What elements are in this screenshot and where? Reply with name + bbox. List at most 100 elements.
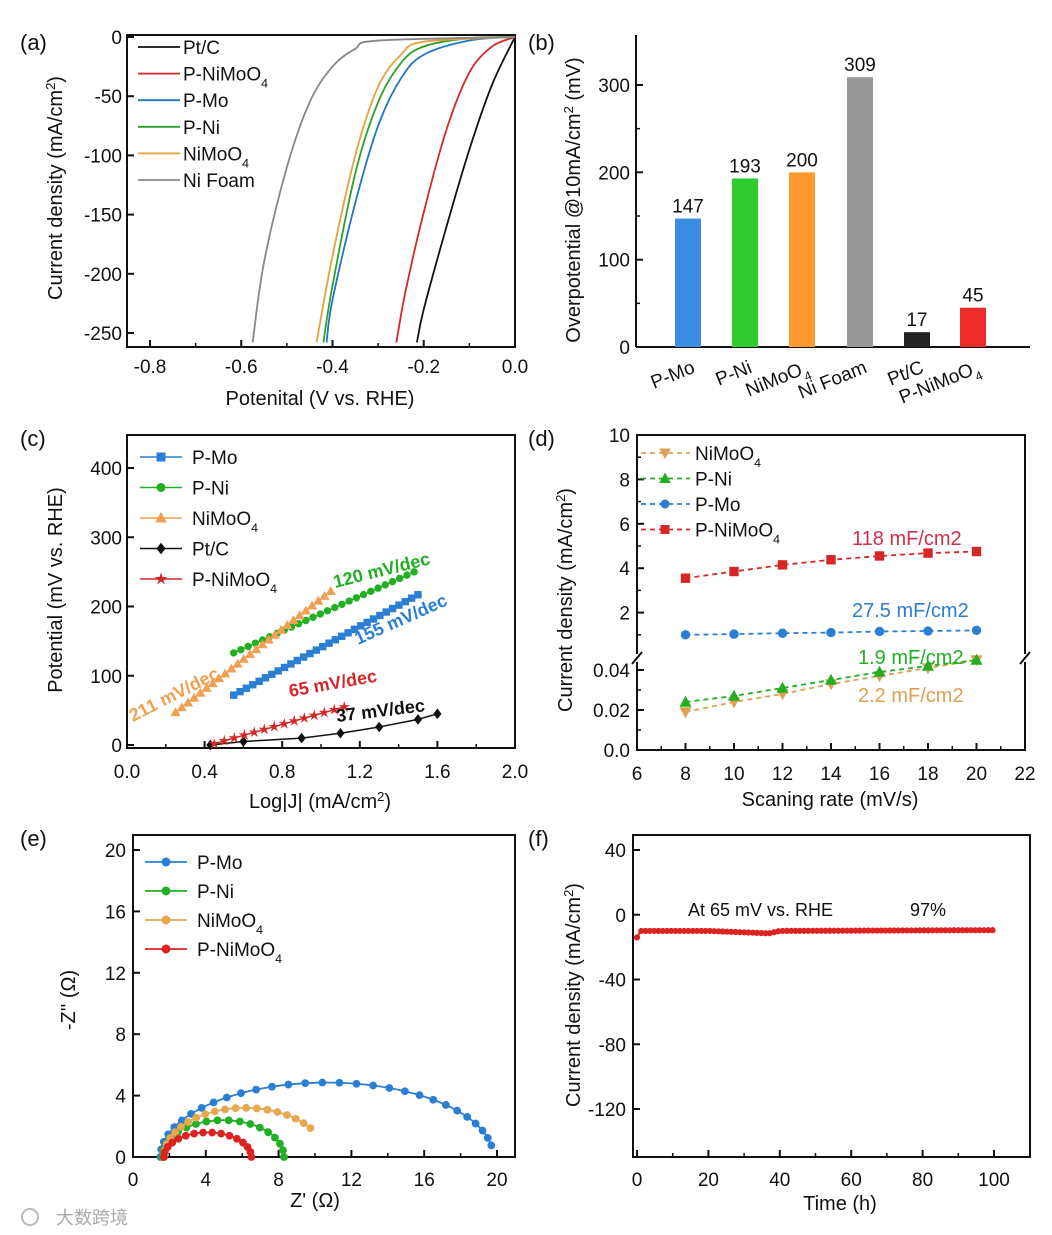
series-line-p-mo — [325, 36, 516, 343]
x-tick-label: -0.4 — [316, 357, 349, 378]
data-point-p-ni — [230, 649, 238, 657]
data-point-p-mo — [487, 1141, 496, 1150]
data-point-p-ni — [237, 645, 245, 654]
data-point-p-nimoo4 — [163, 1143, 172, 1151]
data-point-pt-c — [413, 714, 423, 725]
data-point-p-ni — [873, 665, 886, 677]
data-point-p-mo — [344, 629, 352, 637]
x-tick-label: -0.8 — [134, 357, 167, 378]
data-point-p-mo — [874, 626, 885, 637]
bar-ni-foam — [847, 77, 873, 347]
data-point-nimoo4 — [226, 663, 237, 673]
legend-marker — [660, 499, 670, 509]
data-point-p-mo — [318, 1078, 327, 1087]
data-point-p-mo — [261, 674, 270, 682]
data-point-p-mo — [352, 1079, 361, 1088]
data-point-p-ni — [381, 581, 389, 589]
data-point-p-nimoo4 — [232, 1134, 241, 1143]
data-point-p-ni — [309, 613, 317, 621]
x-tick-label: 20 — [486, 1170, 507, 1191]
data-point-p-ni — [202, 1117, 211, 1126]
capacitance-annotation: 27.5 mF/cm2 — [852, 600, 969, 622]
data-point-nimoo4 — [231, 1104, 240, 1113]
data-point-p-mo — [268, 1082, 276, 1091]
panel-a-frame — [126, 34, 516, 348]
data-point-p-ni — [403, 571, 411, 579]
data-point-p-nimoo4 — [168, 1138, 177, 1147]
bar-value-label: 147 — [672, 197, 704, 218]
data-point-p-ni — [388, 577, 397, 586]
data-point-p-mo — [306, 649, 314, 658]
data-point-p-nimoo4 — [238, 729, 251, 740]
data-point-nimoo4 — [189, 692, 200, 702]
data-point-p-mo — [414, 591, 422, 599]
data-point-nimoo4 — [306, 1124, 315, 1133]
y-axis-label: Current density (mA/cm2) — [43, 76, 68, 300]
x-tick-label: 60 — [841, 1170, 862, 1191]
y-tick-label: 8 — [619, 470, 630, 491]
y-tick-label: -80 — [599, 1035, 626, 1056]
data-point-nimoo4 — [244, 649, 256, 658]
bar-pt-c — [904, 332, 930, 347]
data-point-p-ni — [224, 1116, 233, 1125]
data-point-p-mo — [177, 1116, 186, 1125]
y-tick-label: 8 — [115, 1025, 126, 1046]
data-point-p-nimoo4 — [278, 717, 291, 729]
x-tick-label: 0 — [128, 1170, 139, 1191]
data-point-nimoo4 — [263, 634, 274, 644]
nyquist-line-p-mo — [159, 1081, 493, 1158]
data-point-p-nimoo4 — [729, 566, 739, 577]
data-point-nimoo4 — [207, 678, 218, 688]
data-point-stability — [989, 927, 996, 934]
legend-label: P-Mo — [695, 495, 740, 516]
watermark: 大数跨境 — [56, 1208, 128, 1228]
data-point-p-mo — [222, 1093, 231, 1102]
data-point-nimoo4 — [221, 1105, 229, 1114]
y-tick-label: -250 — [84, 324, 122, 345]
bar-nimoo4 — [789, 172, 815, 347]
axis-break-mark — [1019, 651, 1031, 665]
y-axis-label: Potential (mV vs. RHE) — [45, 487, 67, 693]
y-tick-label: 10 — [609, 426, 630, 447]
data-point-p-mo — [338, 632, 346, 640]
data-point-p-nimoo4 — [874, 551, 885, 561]
series-line-p-ni — [322, 36, 516, 343]
data-point-p-nimoo4 — [258, 723, 271, 735]
legend-label: Ni Foam — [183, 171, 255, 192]
data-point-p-mo — [453, 1106, 462, 1115]
data-point-p-ni — [359, 590, 368, 599]
data-point-p-mo — [230, 691, 238, 699]
x-tick-label: 12 — [772, 764, 793, 785]
data-point-p-nimoo4 — [248, 726, 261, 738]
data-point-p-nimoo4 — [208, 1128, 217, 1137]
data-point-nimoo4 — [679, 707, 692, 719]
data-point-p-mo — [293, 656, 301, 665]
y-tick-label: 0 — [111, 28, 122, 49]
legend-marker — [161, 915, 171, 925]
x-axis-label: Log|J| (mA/cm2) — [249, 789, 391, 814]
data-point-p-ni — [727, 689, 741, 701]
data-point-p-nimoo4 — [777, 560, 788, 570]
data-point-p-nimoo4 — [218, 734, 231, 746]
data-point-p-ni — [251, 639, 260, 647]
data-point-p-ni — [374, 584, 382, 592]
data-point-nimoo4 — [242, 1103, 251, 1112]
data-point-nimoo4 — [288, 615, 299, 625]
y-tick-label: 4 — [115, 1087, 126, 1108]
x-tick-label: 20 — [698, 1170, 719, 1191]
data-point-nimoo4 — [184, 1118, 193, 1126]
x-tick-label: 0.4 — [191, 762, 218, 783]
legend-marker — [161, 857, 171, 867]
panel-label: (c) — [20, 426, 46, 451]
bar-value-label: 309 — [844, 55, 876, 76]
y-axis-label: Current density (mA/cm2) — [553, 488, 578, 712]
data-point-p-mo — [280, 663, 289, 672]
y-tick-label: 40 — [605, 841, 626, 862]
data-point-pt-c — [336, 727, 345, 739]
data-point-nimoo4 — [300, 605, 311, 615]
data-point-p-nimoo4 — [247, 1153, 256, 1161]
legend-marker — [161, 944, 171, 954]
data-point-nimoo4 — [257, 639, 268, 649]
data-point-p-mo — [407, 594, 416, 602]
series-line-ni-foam — [251, 36, 516, 343]
